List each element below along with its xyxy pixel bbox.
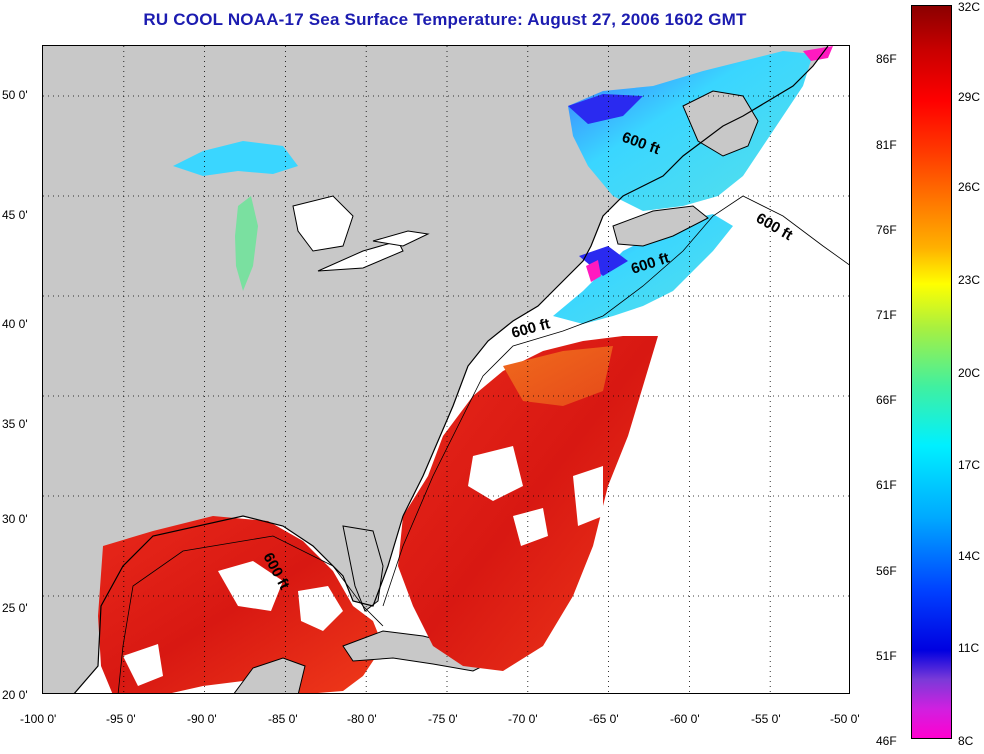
x-tick-label: -85 0' [268,712,298,726]
st-lawrence-sst [568,51,813,211]
gulf-coastline [73,515,404,693]
colorbar-f-label: 66F [876,393,897,407]
northeast-sst-cool [553,214,733,324]
gulf-cloud-patch [298,586,343,631]
lake-michigan [235,196,258,291]
map-title: RU COOL NOAA-17 Sea Surface Temperature:… [143,10,747,29]
colorbar-f-label: 61F [876,478,897,492]
x-tick-label: -70 0' [508,712,538,726]
y-tick-label: 35 0' [2,417,28,431]
x-tick-label: -100 0' [20,712,57,726]
east-coast-coastline [402,46,829,517]
depth-contour-600ft [382,195,849,607]
newfoundland-land [682,90,759,157]
y-tick-label: 50 0' [2,88,28,102]
y-tick-label: 40 0' [2,317,28,331]
colorbar-c-label: 8C [958,734,974,748]
atlantic-cloud-patch [513,508,548,546]
colorbar-f-label: 81F [876,138,897,152]
depth-contour-600ft [117,535,384,693]
bay-of-fundy-cold [579,246,628,276]
x-tick-label: -50 0' [830,712,860,726]
x-tick-label: -95 0' [106,712,136,726]
x-tick-label: -90 0' [187,712,217,726]
y-tick-label: 30 0' [2,512,28,526]
colorbar-c-label: 20C [958,366,981,380]
lake-superior [173,141,298,176]
atlantic-cloud-patch [583,586,618,636]
y-tick-label: 25 0' [2,601,28,615]
x-tick-label: -80 0' [347,712,377,726]
y-tick-label: 45 0' [2,208,28,222]
yucatan-land [233,657,306,693]
colorbar-c-label: 11C [958,641,980,655]
colorbar-c-label: 26C [958,180,981,194]
sst-map: 600 ft 600 ft 600 ft 600 ft 600 ft [42,45,850,694]
gulf-cloud-patch [123,644,163,686]
x-tick-label: -60 0' [670,712,700,726]
colorbar-f-label: 56F [876,564,897,578]
colorbar-f-label: 86F [876,52,897,66]
atlantic-sst-orange [503,346,613,406]
atlantic-cloud-patch [468,446,523,501]
colorbar-c-label: 29C [958,90,981,104]
nova-scotia-cold [586,260,601,282]
atlantic-sst-warm [398,336,658,671]
st-lawrence-cold-patch [568,94,643,124]
gulf-cloud-patch [218,561,283,611]
colorbar-f-label: 76F [876,223,897,237]
colorbar-f-label: 71F [876,308,897,322]
x-tick-label: -65 0' [589,712,619,726]
colorbar-f-label: 51F [876,649,897,663]
sst-map-canvas: 600 ft 600 ft 600 ft 600 ft 600 ft [43,46,849,693]
colorbar-c-label: 32C [958,0,981,14]
lat-lon-grid [43,46,849,693]
colorbar-c-label: 23C [958,273,981,287]
x-tick-label: -55 0' [751,712,781,726]
colorbar-f-label: 46F [876,734,897,748]
colorbar-c-label: 14C [958,549,981,563]
x-tick-label: -75 0' [428,712,458,726]
temperature-colorbar [911,5,952,739]
colorbar-c-label: 17C [958,458,981,472]
lake-ontario [372,230,430,247]
nova-scotia-land [612,205,709,247]
y-tick-label: 20 0' [2,688,28,702]
